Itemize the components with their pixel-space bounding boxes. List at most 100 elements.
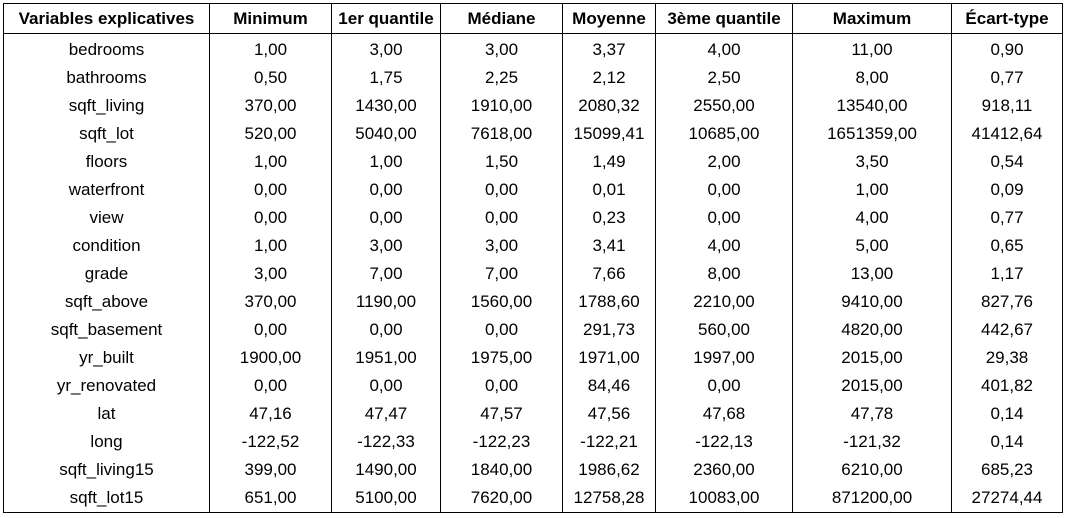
stat-value-cell: 1900,00	[209, 344, 332, 372]
stat-value-cell: 1,00	[209, 148, 332, 176]
variable-name-cell: sqft_living15	[3, 456, 210, 484]
stat-value-cell: 0,00	[209, 204, 332, 232]
stat-value-cell: 47,57	[440, 400, 563, 428]
stat-value-cell: 0,50	[209, 64, 332, 92]
header-row: Variables explicatives Minimum 1er quantil…	[3, 3, 1063, 34]
stat-value-cell: 3,00	[440, 33, 563, 64]
stat-value-cell: 1,75	[331, 64, 441, 92]
stat-value-cell: 0,01	[562, 176, 656, 204]
stat-value-cell: -122,21	[562, 428, 656, 456]
stat-value-cell: 2210,00	[655, 288, 793, 316]
stat-value-cell: 2080,32	[562, 92, 656, 120]
stat-value-cell: 4,00	[792, 204, 952, 232]
stat-value-cell: 3,00	[331, 232, 441, 260]
table-body: bedrooms 1,00 3,00 3,00 3,37 4,00 11,00 0,90 bat…	[3, 33, 1063, 513]
stat-value-cell: 442,67	[951, 316, 1063, 344]
stat-value-cell: 0,77	[951, 204, 1063, 232]
stat-value-cell: 0,00	[331, 372, 441, 400]
variable-name-cell: sqft_above	[3, 288, 210, 316]
table-row: floors 1,00 1,00 1,50 1,49 2,00 3,50 0,54	[3, 148, 1063, 176]
stat-value-cell: 8,00	[655, 260, 793, 288]
stat-value-cell: 3,50	[792, 148, 952, 176]
stat-value-cell: 1997,00	[655, 344, 793, 372]
table-row: sqft_living15 399,00 1490,00 1840,00 1986,62…	[3, 456, 1063, 484]
stat-value-cell: 1,50	[440, 148, 563, 176]
stat-value-cell: 2360,00	[655, 456, 793, 484]
stats-table-container: Variables explicatives Minimum 1er quantil…	[3, 3, 1063, 513]
stat-value-cell: 3,37	[562, 33, 656, 64]
variable-name-cell: bathrooms	[3, 64, 210, 92]
stat-value-cell: 10083,00	[655, 484, 793, 513]
stat-value-cell: 827,76	[951, 288, 1063, 316]
table-row: view 0,00 0,00 0,00 0,23 0,00 4,00 0,77	[3, 204, 1063, 232]
stat-value-cell: 2,25	[440, 64, 563, 92]
stat-value-cell: 370,00	[209, 92, 332, 120]
stat-value-cell: 7,00	[331, 260, 441, 288]
variable-name-cell: sqft_basement	[3, 316, 210, 344]
stat-value-cell: 0,00	[331, 176, 441, 204]
column-header: Variables explicatives	[3, 3, 210, 34]
stat-value-cell: 3,00	[209, 260, 332, 288]
stat-value-cell: 15099,41	[562, 120, 656, 148]
variable-name-cell: grade	[3, 260, 210, 288]
stat-value-cell: 0,00	[440, 316, 563, 344]
stat-value-cell: 0,00	[440, 204, 563, 232]
stat-value-cell: 5,00	[792, 232, 952, 260]
stat-value-cell: 12758,28	[562, 484, 656, 513]
stat-value-cell: 871200,00	[792, 484, 952, 513]
stat-value-cell: 3,41	[562, 232, 656, 260]
stat-value-cell: -122,13	[655, 428, 793, 456]
table-row: yr_built 1900,00 1951,00 1975,00 1971,00 1997…	[3, 344, 1063, 372]
variable-name-cell: yr_renovated	[3, 372, 210, 400]
table-row: bathrooms 0,50 1,75 2,25 2,12 2,50 8,00 0,77	[3, 64, 1063, 92]
stat-value-cell: 0,00	[655, 176, 793, 204]
stat-value-cell: 7,66	[562, 260, 656, 288]
stat-value-cell: 1788,60	[562, 288, 656, 316]
stat-value-cell: 2550,00	[655, 92, 793, 120]
variable-name-cell: sqft_living	[3, 92, 210, 120]
table-row: yr_renovated 0,00 0,00 0,00 84,46 0,00 2015,00…	[3, 372, 1063, 400]
stat-value-cell: 0,00	[209, 372, 332, 400]
stat-value-cell: 1190,00	[331, 288, 441, 316]
stat-value-cell: 685,23	[951, 456, 1063, 484]
stat-value-cell: 1,00	[792, 176, 952, 204]
stat-value-cell: 0,77	[951, 64, 1063, 92]
variable-name-cell: yr_built	[3, 344, 210, 372]
column-header: 1er quantile	[331, 3, 441, 34]
stat-value-cell: 84,46	[562, 372, 656, 400]
stat-value-cell: 10685,00	[655, 120, 793, 148]
stat-value-cell: 4,00	[655, 232, 793, 260]
stat-value-cell: 0,00	[209, 316, 332, 344]
table-row: lat 47,16 47,47 47,57 47,56 47,68 47,78 0,14	[3, 400, 1063, 428]
stat-value-cell: 1560,00	[440, 288, 563, 316]
stat-value-cell: 0,00	[331, 204, 441, 232]
stat-value-cell: 560,00	[655, 316, 793, 344]
stat-value-cell: 0,65	[951, 232, 1063, 260]
stat-value-cell: 47,16	[209, 400, 332, 428]
table-row: grade 3,00 7,00 7,00 7,66 8,00 13,00 1,17	[3, 260, 1063, 288]
stat-value-cell: -122,52	[209, 428, 332, 456]
stat-value-cell: 1910,00	[440, 92, 563, 120]
stat-value-cell: 2015,00	[792, 344, 952, 372]
variable-name-cell: sqft_lot	[3, 120, 210, 148]
column-header: Moyenne	[562, 3, 656, 34]
stat-value-cell: 5100,00	[331, 484, 441, 513]
stat-value-cell: 47,47	[331, 400, 441, 428]
stat-value-cell: 0,09	[951, 176, 1063, 204]
stat-value-cell: 13540,00	[792, 92, 952, 120]
column-header: 3ème quantile	[655, 3, 793, 34]
descriptive-statistics-table: Variables explicatives Minimum 1er quantil…	[3, 3, 1063, 513]
variable-name-cell: sqft_lot15	[3, 484, 210, 513]
stat-value-cell: 1975,00	[440, 344, 563, 372]
stat-value-cell: 0,54	[951, 148, 1063, 176]
stat-value-cell: 2,50	[655, 64, 793, 92]
stat-value-cell: 0,14	[951, 428, 1063, 456]
variable-name-cell: long	[3, 428, 210, 456]
stat-value-cell: 0,00	[209, 176, 332, 204]
stat-value-cell: 47,68	[655, 400, 793, 428]
column-header: Minimum	[209, 3, 332, 34]
stat-value-cell: 41412,64	[951, 120, 1063, 148]
stat-value-cell: 1,00	[209, 232, 332, 260]
stat-value-cell: 6210,00	[792, 456, 952, 484]
table-row: sqft_basement 0,00 0,00 0,00 291,73 560,00 482…	[3, 316, 1063, 344]
